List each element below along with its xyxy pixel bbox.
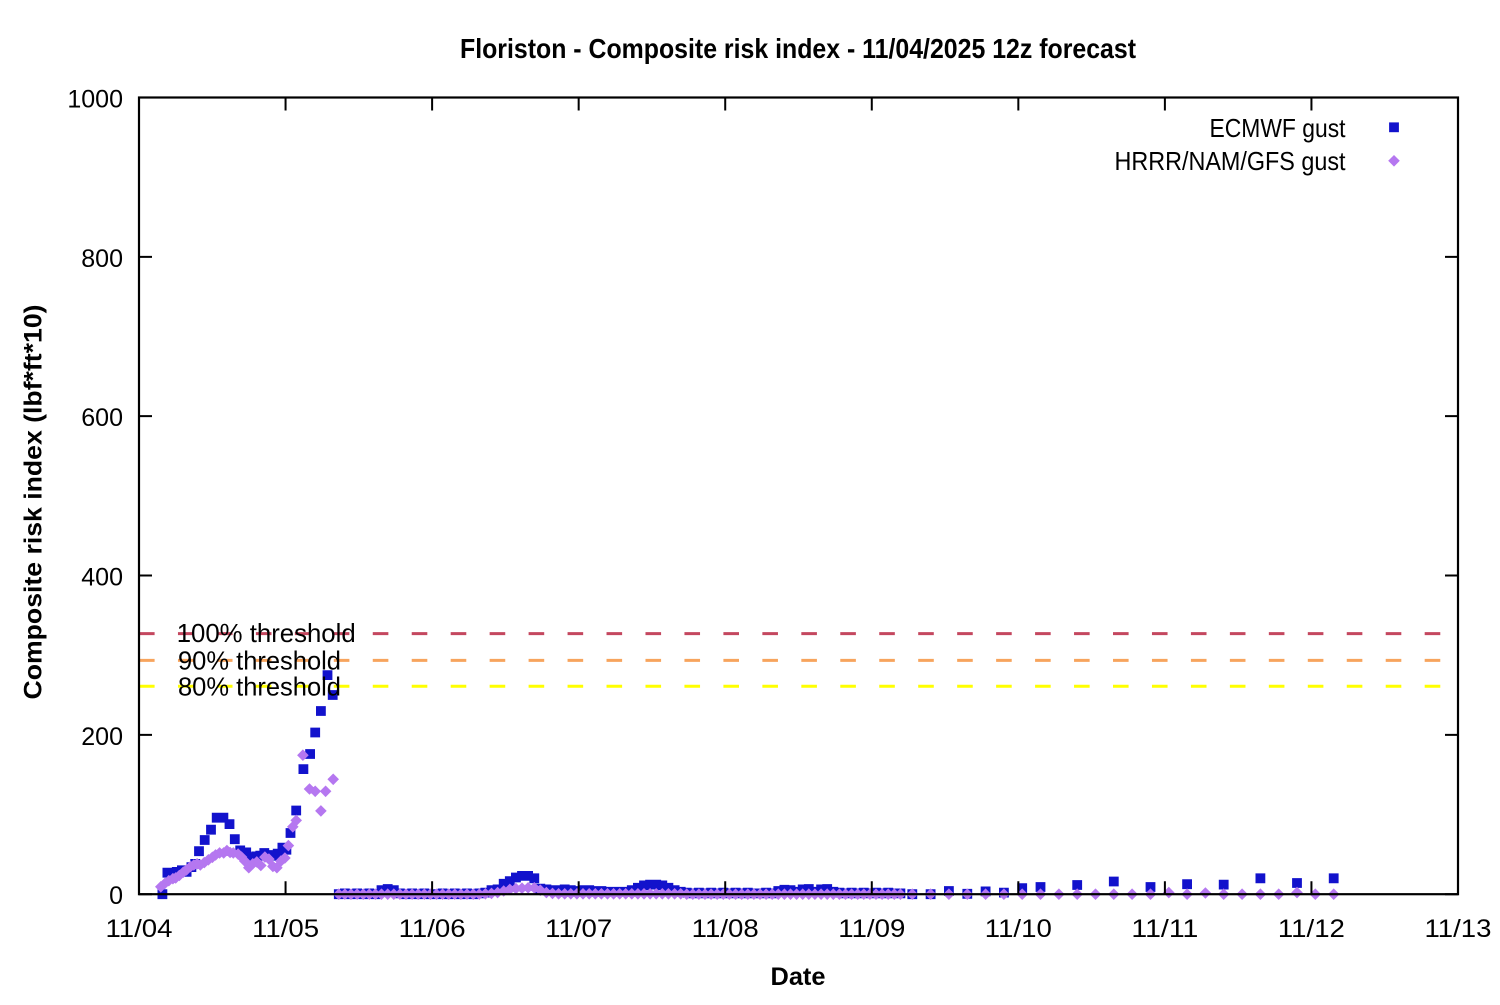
svg-text:400: 400 <box>81 564 123 592</box>
svg-text:11/12: 11/12 <box>1278 915 1345 943</box>
svg-text:11/05: 11/05 <box>252 915 319 943</box>
svg-text:90% threshold: 90% threshold <box>178 646 341 676</box>
svg-text:1000: 1000 <box>67 86 123 114</box>
svg-text:11/09: 11/09 <box>838 915 905 943</box>
svg-text:Composite risk index (lbf*ft*1: Composite risk index (lbf*ft*10) <box>20 305 48 700</box>
svg-text:11/04: 11/04 <box>106 915 173 943</box>
svg-text:0: 0 <box>109 882 123 910</box>
svg-text:Date: Date <box>771 963 826 991</box>
svg-text:11/11: 11/11 <box>1131 915 1198 943</box>
svg-text:80% threshold: 80% threshold <box>178 672 341 702</box>
svg-text:100% threshold: 100% threshold <box>177 618 356 648</box>
svg-text:Floriston - Composite risk ind: Floriston - Composite risk index - 11/04… <box>460 33 1136 64</box>
svg-text:11/08: 11/08 <box>692 915 759 943</box>
svg-text:11/13: 11/13 <box>1425 915 1492 943</box>
svg-text:11/10: 11/10 <box>985 915 1052 943</box>
svg-text:HRRR/NAM/GFS gust: HRRR/NAM/GFS gust <box>1115 146 1347 176</box>
svg-text:11/06: 11/06 <box>399 915 466 943</box>
svg-text:800: 800 <box>81 245 123 273</box>
svg-text:ECMWF gust: ECMWF gust <box>1210 113 1347 143</box>
svg-text:600: 600 <box>81 404 123 432</box>
svg-text:200: 200 <box>81 723 123 751</box>
svg-text:11/07: 11/07 <box>545 915 612 943</box>
